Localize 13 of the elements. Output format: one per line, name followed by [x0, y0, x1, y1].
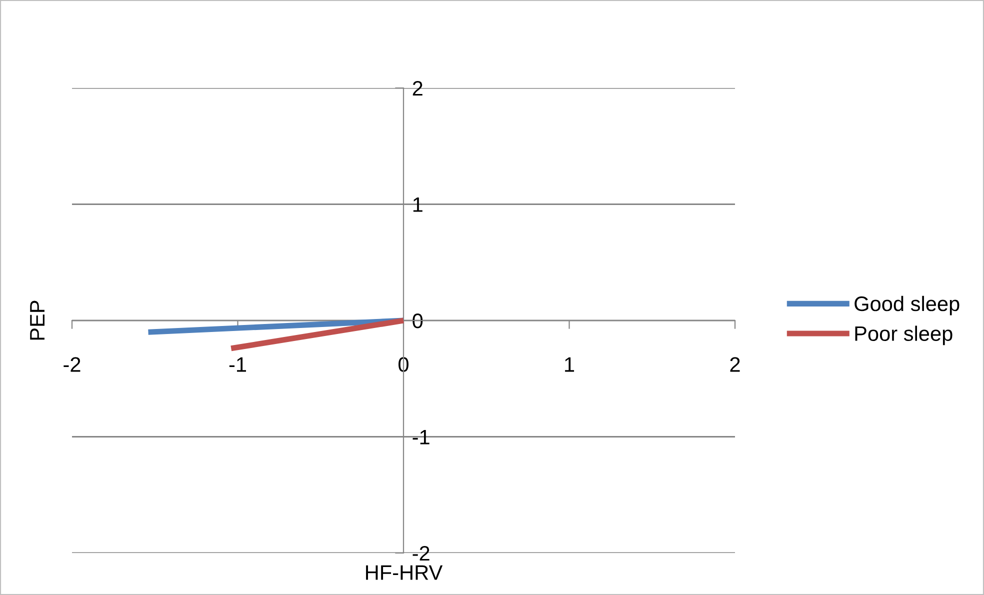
y-tick-label: 1: [413, 197, 422, 212]
x-tick-label: -2: [64, 357, 80, 372]
y-tick-label: -2: [412, 546, 430, 561]
x-axis-title: HF-HRV: [366, 565, 443, 580]
y-axis-title: PEP: [30, 300, 44, 340]
y-tick-label: -1: [412, 430, 430, 444]
y-tick-label: 2: [412, 81, 422, 96]
x-tick-label: 1: [565, 357, 574, 372]
x-tick-label: 0: [398, 357, 408, 372]
x-tick-label: -1: [229, 357, 246, 372]
x-tick-label: 2: [730, 357, 740, 372]
legend-label: Poor sleep: [855, 326, 952, 346]
legend-label: Good sleep: [854, 296, 960, 316]
